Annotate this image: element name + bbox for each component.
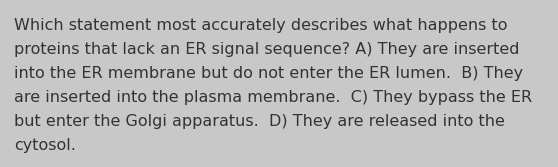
Text: Which statement most accurately describes what happens to: Which statement most accurately describe… <box>14 18 507 33</box>
Text: but enter the Golgi apparatus.  D) They are released into the: but enter the Golgi apparatus. D) They a… <box>14 114 505 129</box>
Text: are inserted into the plasma membrane.  C) They bypass the ER: are inserted into the plasma membrane. C… <box>14 90 532 105</box>
Text: proteins that lack an ER signal sequence? A) They are inserted: proteins that lack an ER signal sequence… <box>14 42 519 57</box>
Text: cytosol.: cytosol. <box>14 138 76 153</box>
Text: into the ER membrane but do not enter the ER lumen.  B) They: into the ER membrane but do not enter th… <box>14 66 523 81</box>
